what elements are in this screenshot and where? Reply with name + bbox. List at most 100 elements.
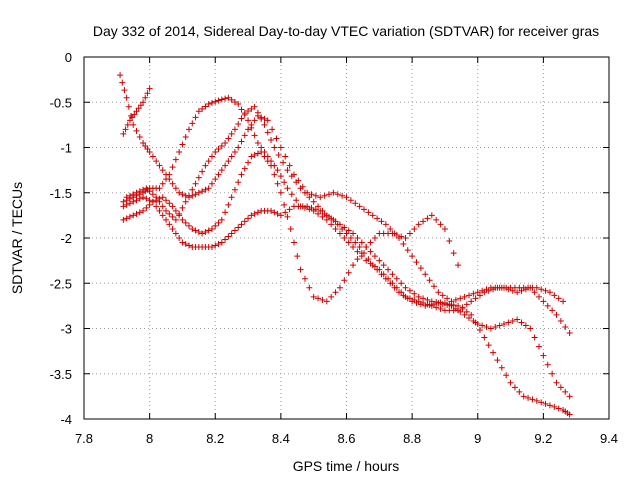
data-point (336, 230, 343, 237)
data-point (192, 180, 199, 187)
data-point (287, 225, 294, 232)
data-point (254, 109, 261, 116)
data-point (271, 144, 278, 151)
data-point (356, 244, 363, 251)
data-point (120, 216, 127, 223)
data-point (199, 168, 206, 175)
series-track-f (120, 85, 153, 137)
data-point (126, 192, 133, 199)
data-point (179, 141, 186, 148)
data-point (222, 95, 229, 102)
data-point (444, 295, 451, 302)
data-point (553, 311, 560, 318)
data-point (248, 124, 255, 131)
data-point (248, 212, 255, 219)
data-point (422, 302, 429, 309)
data-point (557, 384, 564, 391)
data-point (238, 138, 245, 145)
data-point (549, 370, 556, 377)
data-point (533, 284, 540, 291)
data-point (159, 167, 166, 174)
data-point (369, 212, 376, 219)
data-point (122, 126, 129, 133)
data-point (202, 186, 209, 193)
data-point (404, 247, 411, 254)
data-point (518, 287, 525, 294)
x-axis-label: GPS time / hours (293, 458, 400, 474)
data-point (222, 209, 229, 216)
data-point (393, 231, 400, 238)
data-point (352, 200, 359, 207)
data-point (140, 186, 147, 193)
data-point (378, 218, 385, 225)
data-point (284, 185, 291, 192)
data-point (374, 266, 381, 273)
x-tick-label: 9.4 (600, 431, 618, 446)
data-point (208, 153, 215, 160)
data-point (195, 189, 202, 196)
data-point (169, 225, 176, 232)
data-point (130, 191, 137, 198)
data-point (490, 286, 497, 293)
data-point (476, 327, 483, 334)
data-point (136, 188, 143, 195)
data-point (166, 200, 173, 207)
data-point (339, 192, 346, 199)
x-tick-label: 8.4 (272, 431, 290, 446)
data-point (382, 275, 389, 282)
data-point (235, 179, 242, 186)
data-point (398, 280, 405, 287)
data-point (294, 253, 301, 260)
data-point (409, 253, 416, 260)
data-point (126, 200, 133, 207)
data-point (186, 192, 192, 199)
data-point (551, 292, 558, 299)
data-point (179, 216, 186, 223)
data-point (382, 221, 389, 228)
data-point (169, 213, 176, 220)
data-point (268, 207, 275, 214)
data-point (365, 209, 372, 216)
data-point (330, 189, 337, 196)
data-point (562, 323, 569, 330)
data-point (130, 121, 137, 128)
chart-title: Day 332 of 2014, Sidereal Day-to-day VTE… (93, 23, 599, 39)
data-point (166, 171, 173, 178)
data-point (531, 289, 538, 296)
data-point (225, 158, 232, 165)
data-point (501, 320, 507, 327)
data-point (144, 146, 151, 153)
data-point (146, 85, 153, 92)
data-point (208, 180, 215, 187)
data-point (389, 230, 396, 237)
data-point (251, 117, 258, 124)
data-point (225, 233, 232, 240)
data-point (498, 364, 505, 371)
data-point (435, 289, 442, 296)
data-point (522, 322, 529, 329)
data-point (466, 314, 472, 321)
data-point (212, 149, 219, 156)
data-point (420, 295, 427, 302)
data-point (163, 216, 170, 223)
data-point (195, 174, 202, 181)
data-point (153, 194, 160, 201)
data-point (284, 213, 291, 220)
data-point (415, 293, 422, 300)
data-point (274, 167, 281, 174)
data-point (336, 221, 343, 228)
data-point (481, 334, 488, 341)
data-point (509, 317, 516, 324)
data-point (555, 405, 562, 412)
data-point (496, 322, 503, 329)
data-point (332, 289, 339, 296)
data-point (286, 206, 293, 213)
data-point (369, 262, 376, 269)
data-point (413, 299, 420, 306)
data-point (468, 311, 475, 318)
data-point (176, 210, 183, 217)
data-point (186, 222, 192, 229)
data-point (415, 221, 422, 228)
data-point (176, 235, 183, 241)
data-point (277, 212, 284, 219)
